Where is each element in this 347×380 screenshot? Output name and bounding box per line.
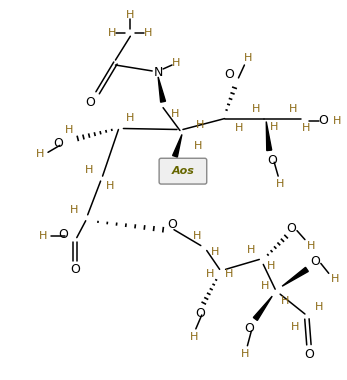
Polygon shape [282, 267, 308, 286]
Text: H: H [196, 120, 204, 130]
Text: H: H [190, 332, 198, 342]
Text: O: O [225, 68, 235, 81]
Text: Aos: Aos [171, 166, 194, 176]
Text: H: H [85, 165, 93, 175]
FancyBboxPatch shape [159, 158, 207, 184]
Text: H: H [225, 269, 234, 279]
Text: H: H [126, 10, 135, 21]
Text: H: H [211, 247, 219, 258]
Text: H: H [281, 296, 289, 306]
Text: H: H [252, 104, 261, 114]
Text: H: H [267, 261, 276, 271]
Text: H: H [330, 274, 339, 284]
Text: H: H [244, 53, 253, 63]
Text: O: O [53, 137, 63, 150]
Text: H: H [106, 181, 115, 191]
Text: O: O [58, 228, 68, 241]
Text: H: H [171, 109, 179, 119]
Text: H: H [65, 125, 73, 136]
Text: O: O [267, 154, 277, 167]
Text: H: H [247, 244, 255, 255]
Text: H: H [144, 28, 152, 38]
Polygon shape [158, 77, 166, 102]
Text: H: H [193, 231, 201, 241]
Text: O: O [310, 255, 320, 268]
Text: H: H [332, 116, 341, 125]
Text: H: H [194, 141, 202, 151]
Text: H: H [302, 124, 310, 133]
Text: O: O [318, 114, 328, 127]
Polygon shape [172, 135, 182, 157]
Text: H: H [241, 349, 249, 359]
Text: O: O [304, 348, 314, 361]
Text: O: O [70, 263, 80, 276]
Text: H: H [315, 302, 323, 312]
Text: H: H [289, 104, 297, 114]
Text: O: O [86, 96, 96, 109]
Text: H: H [126, 112, 135, 123]
Text: H: H [261, 281, 270, 291]
Text: O: O [195, 307, 205, 320]
Text: H: H [39, 231, 47, 241]
Text: H: H [36, 149, 44, 159]
Text: H: H [235, 124, 244, 133]
Polygon shape [253, 296, 272, 320]
Text: O: O [286, 222, 296, 235]
Text: H: H [307, 241, 315, 250]
Text: H: H [270, 122, 278, 131]
Text: H: H [276, 179, 284, 189]
Text: H: H [70, 205, 78, 215]
Text: O: O [167, 218, 177, 231]
Text: H: H [108, 28, 117, 38]
Polygon shape [266, 122, 272, 150]
Text: H: H [172, 58, 180, 68]
Text: N: N [153, 66, 163, 79]
Text: H: H [291, 322, 299, 332]
Text: H: H [205, 269, 214, 279]
Text: O: O [244, 322, 254, 336]
